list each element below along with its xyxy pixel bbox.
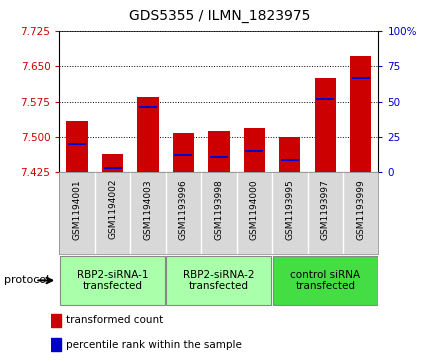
FancyBboxPatch shape: [273, 256, 378, 305]
Bar: [350, 56, 371, 172]
Bar: [173, 133, 194, 172]
Bar: [102, 154, 123, 172]
Bar: [139, 106, 157, 108]
Text: RBP2-siRNA-1
transfected: RBP2-siRNA-1 transfected: [77, 270, 148, 291]
Text: GSM1193999: GSM1193999: [356, 179, 365, 240]
Bar: [279, 137, 301, 172]
Text: GDS5355 / ILMN_1823975: GDS5355 / ILMN_1823975: [129, 9, 311, 23]
Bar: [174, 155, 192, 156]
Text: GSM1194002: GSM1194002: [108, 179, 117, 240]
Bar: [281, 159, 299, 161]
Text: GSM1193996: GSM1193996: [179, 179, 188, 240]
FancyBboxPatch shape: [60, 256, 165, 305]
Bar: [68, 143, 86, 145]
Bar: [352, 77, 370, 78]
Text: transformed count: transformed count: [66, 315, 164, 325]
Text: GSM1193998: GSM1193998: [214, 179, 224, 240]
Bar: [246, 150, 264, 152]
Bar: [137, 97, 159, 172]
Bar: [316, 98, 334, 100]
Text: GSM1193995: GSM1193995: [285, 179, 294, 240]
Text: GSM1194003: GSM1194003: [143, 179, 153, 240]
Text: percentile rank within the sample: percentile rank within the sample: [66, 340, 242, 350]
Text: GSM1193997: GSM1193997: [321, 179, 330, 240]
FancyBboxPatch shape: [166, 256, 271, 305]
Bar: [51, 314, 61, 327]
Bar: [210, 156, 228, 158]
Text: GSM1194000: GSM1194000: [250, 179, 259, 240]
Text: RBP2-siRNA-2
transfected: RBP2-siRNA-2 transfected: [183, 270, 255, 291]
Bar: [208, 131, 230, 172]
Bar: [66, 121, 88, 172]
Bar: [103, 167, 121, 169]
Bar: [51, 338, 61, 351]
Bar: [315, 78, 336, 172]
Bar: [244, 128, 265, 172]
Text: GSM1194001: GSM1194001: [73, 179, 82, 240]
Text: control siRNA
transfected: control siRNA transfected: [290, 270, 360, 291]
Text: protocol: protocol: [4, 276, 50, 285]
